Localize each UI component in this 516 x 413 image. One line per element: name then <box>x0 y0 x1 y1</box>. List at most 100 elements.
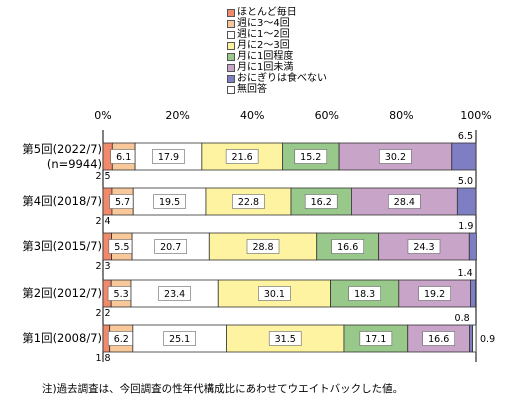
data-label: 0.9 <box>480 334 495 345</box>
data-label: 23.4 <box>164 289 185 300</box>
data-label: 30.1 <box>264 289 285 300</box>
data-label-box <box>418 286 451 301</box>
legend-label: 週に1～2回 <box>237 29 290 40</box>
data-label: 2.5 <box>95 171 110 182</box>
data-label: 2.2 <box>95 308 110 319</box>
bar-segment <box>468 232 477 261</box>
legend-swatch <box>227 63 235 72</box>
data-label-box <box>304 194 338 209</box>
data-label: 17.1 <box>365 334 386 345</box>
data-label: 15.2 <box>300 152 321 163</box>
data-label: 19.5 <box>159 197 180 208</box>
data-label-box <box>258 286 291 301</box>
data-label-box <box>268 331 302 346</box>
legend-label: 週に3～4回 <box>237 18 290 29</box>
legend-item: 無回答 <box>227 84 327 95</box>
legend-label: 月に2～3回 <box>237 40 290 51</box>
footnote: 注)過去調査は、今回調査の性年代構成比にあわせてウエイトバックした値。 <box>42 383 404 395</box>
data-label: 6.5 <box>458 131 473 142</box>
data-label: 5.3 <box>114 289 129 300</box>
data-label-box <box>153 194 186 209</box>
data-label-box <box>348 286 381 301</box>
data-label: 6.1 <box>116 152 131 163</box>
data-label: 16.2 <box>311 197 332 208</box>
bar-segment <box>472 324 477 353</box>
data-label: 1.9 <box>458 221 473 232</box>
data-label-box <box>294 149 328 164</box>
legend-swatch <box>227 85 235 94</box>
data-label: 2.4 <box>95 216 110 227</box>
legend-swatch <box>227 74 235 83</box>
x-tick-label: 0% <box>94 109 111 122</box>
row-label: 第2回(2012/7) <box>22 286 102 300</box>
x-tick-label: 100% <box>460 109 491 122</box>
data-label-box <box>359 331 393 346</box>
bar-segment <box>343 324 409 353</box>
data-label: 6.2 <box>114 334 129 345</box>
data-label: 28.4 <box>394 197 415 208</box>
legend-swatch <box>227 19 235 28</box>
data-label-box <box>154 239 187 254</box>
data-label: 28.8 <box>252 242 273 253</box>
row-label: 第1回(2008/7) <box>22 331 102 345</box>
data-label-box <box>246 239 280 254</box>
data-label: 18.3 <box>354 289 375 300</box>
data-label: 2.3 <box>95 261 110 272</box>
data-label-box <box>232 194 265 209</box>
data-label-box <box>422 331 456 346</box>
legend-item: 月に1回程度 <box>227 51 327 62</box>
legend-swatch <box>227 30 235 39</box>
data-label: 1.8 <box>95 353 110 364</box>
x-tick-label: 60% <box>315 109 339 122</box>
data-label: 17.9 <box>158 152 179 163</box>
data-label-box <box>225 149 259 164</box>
data-label: 16.6 <box>337 242 358 253</box>
legend-swatch <box>227 8 235 17</box>
bar-segment <box>469 324 474 353</box>
data-label-box <box>407 239 441 254</box>
legend-item: 週に3～4回 <box>227 18 327 29</box>
row-label: 第4回(2018/7) <box>22 194 102 208</box>
legend-label: ほとんど毎日 <box>237 7 297 18</box>
bar-segment <box>470 279 477 308</box>
data-label: 31.5 <box>275 334 296 345</box>
data-label: 5.7 <box>115 197 130 208</box>
row-label: 第5回(2022/7) <box>22 142 102 156</box>
legend-swatch <box>227 41 235 50</box>
legend-swatch <box>227 52 235 61</box>
x-tick-label: 80% <box>389 109 413 122</box>
data-label-box <box>331 239 364 254</box>
data-label: 22.8 <box>238 197 259 208</box>
bar-segment <box>456 187 477 216</box>
legend-label: おにぎりは食べない <box>237 73 327 84</box>
data-label-box <box>152 149 185 164</box>
data-label: 19.2 <box>424 289 445 300</box>
data-label-box <box>379 149 412 164</box>
legend-item: 週に1～2回 <box>227 29 327 40</box>
data-label: 16.6 <box>428 334 449 345</box>
x-tick-label: 40% <box>240 109 264 122</box>
bar-segment <box>451 142 477 171</box>
data-label: 20.7 <box>160 242 181 253</box>
legend-label: 無回答 <box>237 84 267 95</box>
legend-item: おにぎりは食べない <box>227 73 327 84</box>
data-label: 5.0 <box>458 176 473 187</box>
legend: ほとんど毎日 週に3～4回 週に1～2回 月に2～3回 月に1回程度 月に1回未満 おにぎり… <box>227 7 327 95</box>
data-label: 0.8 <box>455 313 470 324</box>
data-label-box <box>388 194 421 209</box>
data-label: 25.1 <box>169 334 190 345</box>
legend-label: 月に1回程度 <box>237 51 294 62</box>
data-label: 24.3 <box>413 242 434 253</box>
legend-item: 月に1回未満 <box>227 62 327 73</box>
data-label-box <box>158 286 191 301</box>
data-label: 30.2 <box>385 152 406 163</box>
x-tick-label: 20% <box>165 109 189 122</box>
legend-label: 月に1回未満 <box>237 62 294 73</box>
row-sublabel: (n=9944) <box>46 157 102 171</box>
data-label: 21.6 <box>232 152 253 163</box>
data-label: 5.5 <box>114 242 129 253</box>
data-label: 1.4 <box>458 268 473 279</box>
row-label: 第3回(2015/7) <box>22 239 102 253</box>
data-label-box <box>163 331 196 346</box>
